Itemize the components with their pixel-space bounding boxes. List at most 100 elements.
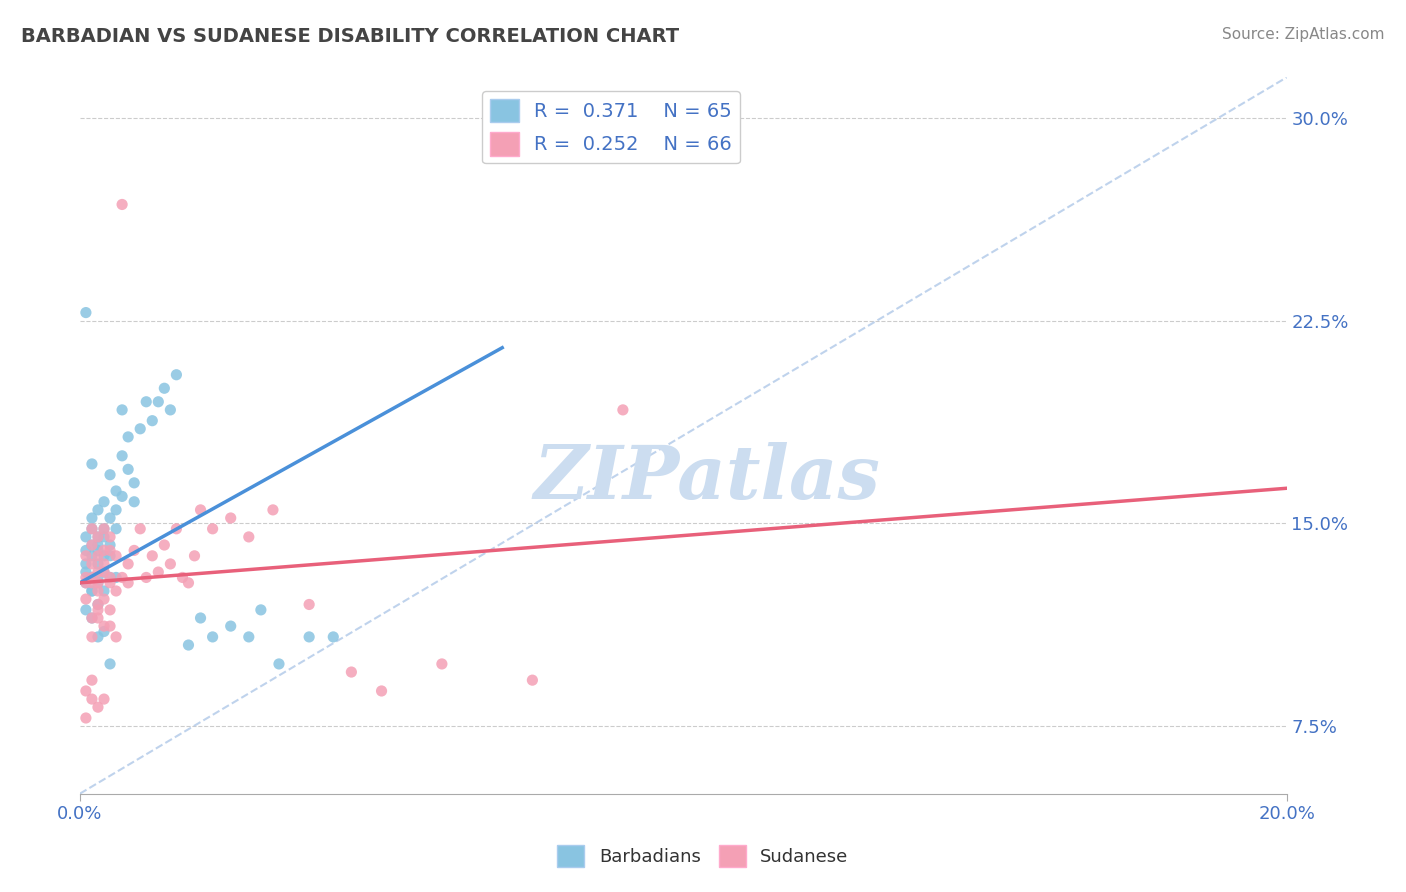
Point xyxy=(93,692,115,706)
Point xyxy=(219,619,242,633)
Point xyxy=(105,630,128,644)
Point xyxy=(75,543,97,558)
Point xyxy=(80,522,103,536)
Point xyxy=(190,503,212,517)
Point xyxy=(105,584,128,599)
Point xyxy=(75,305,97,319)
Point xyxy=(80,575,103,590)
Point xyxy=(75,575,97,590)
Text: Source: ZipAtlas.com: Source: ZipAtlas.com xyxy=(1222,27,1385,42)
Point xyxy=(75,684,97,698)
Point xyxy=(98,619,121,633)
Point xyxy=(87,538,110,552)
Point xyxy=(80,692,103,706)
Point xyxy=(87,557,110,571)
Point xyxy=(87,543,110,558)
Point xyxy=(370,684,392,698)
Point xyxy=(117,430,139,444)
Point xyxy=(117,462,139,476)
Point xyxy=(93,584,115,599)
Point xyxy=(93,565,115,579)
Point xyxy=(80,549,103,563)
Point xyxy=(267,657,290,671)
Point xyxy=(129,422,152,436)
Point xyxy=(201,630,224,644)
Point xyxy=(80,538,103,552)
Point xyxy=(98,467,121,482)
Point xyxy=(87,530,110,544)
Point xyxy=(105,570,128,584)
Point xyxy=(80,611,103,625)
Point xyxy=(183,549,205,563)
Point xyxy=(93,557,115,571)
Point xyxy=(177,638,200,652)
Point xyxy=(93,543,115,558)
Point xyxy=(93,522,115,536)
Point xyxy=(98,575,121,590)
Point xyxy=(80,522,103,536)
Point xyxy=(148,565,170,579)
Point xyxy=(87,575,110,590)
Point xyxy=(75,557,97,571)
Point xyxy=(87,700,110,714)
Point xyxy=(87,603,110,617)
Point xyxy=(105,503,128,517)
Point xyxy=(80,611,103,625)
Point xyxy=(80,584,103,599)
Point xyxy=(75,711,97,725)
Point xyxy=(98,538,121,552)
Point xyxy=(80,673,103,688)
Point xyxy=(153,538,176,552)
Point xyxy=(430,657,453,671)
Point xyxy=(87,630,110,644)
Point xyxy=(98,530,121,544)
Point xyxy=(75,592,97,607)
Legend: Barbadians, Sudanese: Barbadians, Sudanese xyxy=(550,838,856,874)
Point xyxy=(111,570,134,584)
Point xyxy=(98,549,121,563)
Point xyxy=(117,557,139,571)
Point xyxy=(159,403,181,417)
Point xyxy=(522,673,544,688)
Point xyxy=(105,483,128,498)
Point xyxy=(117,575,139,590)
Point xyxy=(87,575,110,590)
Point xyxy=(87,549,110,563)
Point xyxy=(93,592,115,607)
Point xyxy=(98,603,121,617)
Point xyxy=(238,530,260,544)
Point xyxy=(80,630,103,644)
Point xyxy=(98,511,121,525)
Point xyxy=(129,522,152,536)
Point xyxy=(80,538,103,552)
Point xyxy=(298,630,321,644)
Point xyxy=(148,394,170,409)
Point xyxy=(87,530,110,544)
Point xyxy=(141,414,163,428)
Point xyxy=(75,575,97,590)
Point xyxy=(93,624,115,639)
Point xyxy=(87,565,110,579)
Point xyxy=(87,598,110,612)
Point xyxy=(98,570,121,584)
Point xyxy=(238,630,260,644)
Point xyxy=(105,549,128,563)
Point xyxy=(80,511,103,525)
Text: BARBADIAN VS SUDANESE DISABILITY CORRELATION CHART: BARBADIAN VS SUDANESE DISABILITY CORRELA… xyxy=(21,27,679,45)
Point xyxy=(165,522,187,536)
Point xyxy=(80,570,103,584)
Point xyxy=(87,584,110,599)
Point xyxy=(122,495,145,509)
Point xyxy=(75,565,97,579)
Point xyxy=(93,549,115,563)
Point xyxy=(135,570,157,584)
Point xyxy=(153,381,176,395)
Point xyxy=(93,495,115,509)
Point xyxy=(93,530,115,544)
Point xyxy=(111,197,134,211)
Point xyxy=(262,503,284,517)
Point xyxy=(98,543,121,558)
Point xyxy=(612,403,634,417)
Point xyxy=(172,570,194,584)
Point xyxy=(87,503,110,517)
